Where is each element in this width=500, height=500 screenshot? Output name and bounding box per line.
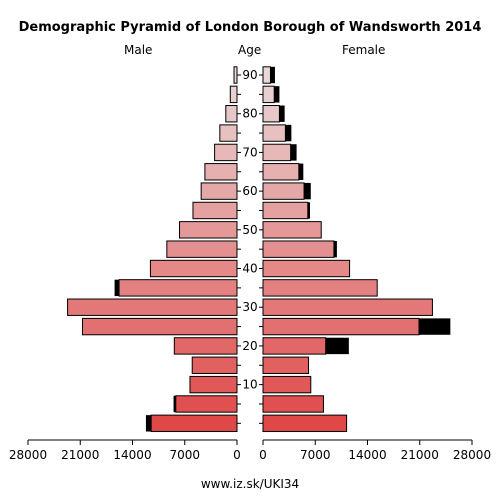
female-excess-80-84 bbox=[279, 105, 285, 122]
x-tick-label-right: 28000 bbox=[453, 448, 491, 462]
female-bar-90+ bbox=[262, 66, 271, 84]
age-tick-label: 90 bbox=[242, 68, 257, 82]
female-bar-50-54 bbox=[262, 221, 322, 239]
male-bar-35-39 bbox=[118, 279, 238, 297]
male-bar-70-74 bbox=[214, 143, 238, 162]
female-excess-25-29 bbox=[419, 318, 451, 335]
male-bar-80-84 bbox=[225, 105, 238, 123]
male-bar-5-9 bbox=[175, 395, 238, 413]
female-header: Female bbox=[342, 43, 386, 57]
female-excess-75-79 bbox=[285, 124, 292, 142]
age-tick-label: 50 bbox=[242, 223, 257, 237]
male-excess-0-4 bbox=[145, 415, 152, 432]
male-bar-90+ bbox=[233, 66, 238, 84]
male-excess-35-39 bbox=[114, 279, 120, 297]
x-tick-label-left: 0 bbox=[233, 448, 241, 462]
age-tick-label: 60 bbox=[242, 184, 257, 198]
female-bars bbox=[262, 66, 451, 433]
chart-title: Demographic Pyramid of London Borough of… bbox=[18, 20, 482, 35]
female-bar-85-89 bbox=[262, 85, 275, 104]
female-bar-25-29 bbox=[262, 317, 420, 336]
x-tick-label-left: 7000 bbox=[169, 448, 200, 462]
female-excess-45-49 bbox=[333, 240, 337, 258]
male-bar-75-79 bbox=[219, 124, 238, 142]
age-tick-label: 40 bbox=[242, 262, 257, 276]
female-excess-90+ bbox=[270, 66, 275, 84]
male-bar-30-34 bbox=[67, 298, 238, 316]
female-bar-35-39 bbox=[262, 279, 378, 297]
male-bar-55-59 bbox=[192, 201, 238, 220]
male-bars bbox=[67, 66, 238, 433]
x-tick-label-right: 14000 bbox=[348, 448, 386, 462]
x-tick-label-right: 0 bbox=[259, 448, 267, 462]
x-tick-label-right: 21000 bbox=[401, 448, 439, 462]
age-tick-label: 30 bbox=[242, 300, 257, 314]
female-bar-0-4 bbox=[262, 414, 348, 433]
female-bar-5-9 bbox=[262, 395, 324, 413]
age-tick-label: 10 bbox=[242, 378, 257, 392]
x-tick-label-left: 21000 bbox=[61, 448, 99, 462]
male-bar-85-89 bbox=[229, 85, 238, 104]
male-bar-20-24 bbox=[173, 337, 238, 355]
female-bar-65-69 bbox=[262, 163, 300, 181]
age-header: Age bbox=[238, 43, 262, 57]
female-bar-55-59 bbox=[262, 201, 309, 220]
female-bar-40-44 bbox=[262, 259, 351, 278]
source-url: www.iz.sk/UKI34 bbox=[200, 477, 300, 491]
axes: 10 20 30 40 50 60 70 80 90 28000 21000 14000 7000 0 0 7… bbox=[9, 68, 491, 462]
female-bar-10-14 bbox=[262, 375, 312, 394]
male-header: Male bbox=[124, 43, 153, 57]
x-tick-label-right: 7000 bbox=[300, 448, 331, 462]
male-bar-60-64 bbox=[200, 182, 238, 200]
female-bar-30-34 bbox=[262, 298, 433, 316]
male-bar-10-14 bbox=[189, 375, 238, 394]
female-bar-45-49 bbox=[262, 240, 335, 258]
male-bar-50-54 bbox=[179, 221, 238, 239]
male-bar-40-44 bbox=[149, 259, 238, 278]
male-bar-65-69 bbox=[204, 163, 238, 181]
female-bar-75-79 bbox=[262, 124, 286, 142]
female-excess-20-24 bbox=[325, 337, 349, 355]
male-bar-0-4 bbox=[150, 414, 238, 433]
female-excess-55-59 bbox=[307, 202, 311, 219]
female-bar-80-84 bbox=[262, 105, 280, 123]
male-excess-5-9 bbox=[173, 395, 176, 413]
female-excess-70-74 bbox=[290, 144, 297, 161]
female-bar-70-74 bbox=[262, 143, 292, 162]
x-tick-label-left: 28000 bbox=[9, 448, 47, 462]
female-bar-20-24 bbox=[262, 337, 327, 355]
female-excess-65-69 bbox=[298, 163, 304, 180]
age-tick-label: 80 bbox=[242, 107, 257, 121]
female-excess-85-89 bbox=[274, 86, 280, 103]
age-tick-label: 20 bbox=[242, 339, 257, 353]
male-bar-25-29 bbox=[81, 317, 238, 336]
female-bar-15-19 bbox=[262, 356, 310, 374]
x-tick-label-left: 14000 bbox=[113, 448, 151, 462]
age-tick-label: 70 bbox=[242, 145, 257, 159]
female-bar-60-64 bbox=[262, 182, 305, 200]
male-bar-45-49 bbox=[166, 240, 238, 258]
male-bar-15-19 bbox=[191, 356, 238, 374]
female-excess-60-64 bbox=[304, 182, 311, 200]
